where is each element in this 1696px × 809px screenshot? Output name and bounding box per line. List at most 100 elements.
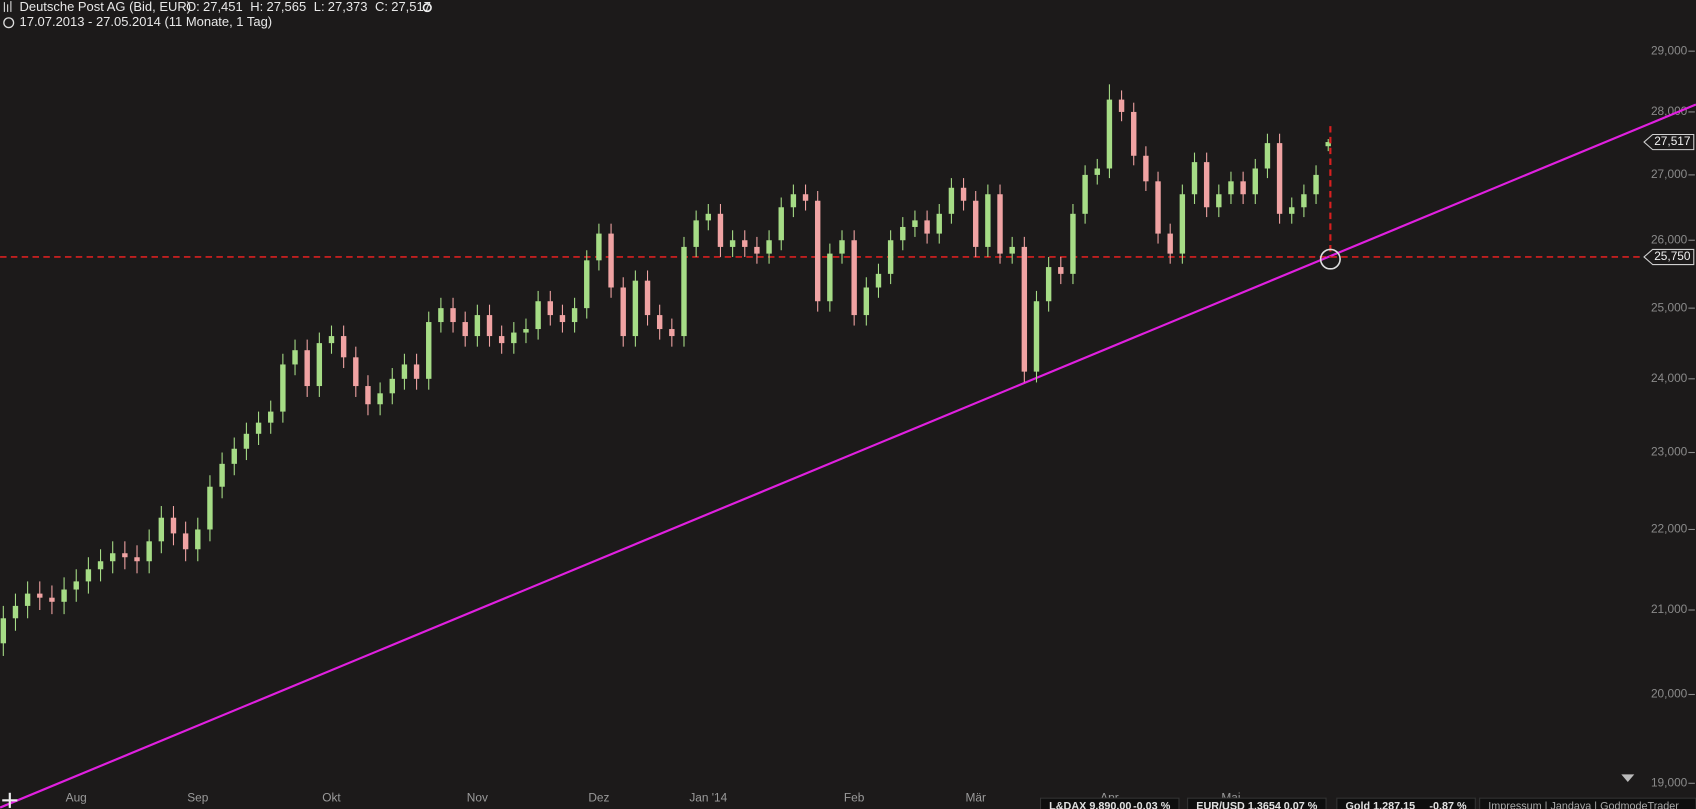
level-handle[interactable]	[1319, 248, 1341, 270]
candle-body	[85, 569, 92, 582]
candle-body	[1252, 168, 1258, 195]
ticker-box	[1187, 797, 1327, 809]
candle-body	[1240, 181, 1246, 195]
candle-body	[1216, 194, 1222, 208]
x-tick-label: Okt	[322, 790, 341, 804]
candle-body	[571, 308, 578, 323]
candle-body	[693, 220, 699, 247]
candle-body	[1094, 168, 1100, 175]
candle-body	[584, 260, 590, 309]
candle-body	[1082, 174, 1088, 214]
crosshair-icon[interactable]	[2, 792, 18, 808]
candle-body	[1167, 233, 1173, 254]
candle-body	[547, 301, 553, 316]
candle-body	[924, 220, 930, 234]
candle-body	[1191, 162, 1198, 195]
candle-body	[717, 213, 724, 247]
y-tick-label: 29,000	[1651, 43, 1688, 57]
candle-body	[620, 287, 626, 337]
candle-body	[511, 332, 517, 344]
candle-body	[49, 597, 55, 602]
footer-links[interactable]: Impressum | Jandaya | GodmodeTrader	[1488, 801, 1679, 809]
y-tick-label: 21,000	[1651, 602, 1688, 616]
candle-body	[863, 287, 870, 316]
candle-body	[1276, 143, 1283, 214]
candle-body	[243, 433, 250, 449]
ticker-box	[1039, 797, 1180, 809]
clock-icon	[3, 17, 15, 29]
y-tick-label: 26,000	[1651, 232, 1688, 246]
candle-body	[353, 357, 359, 387]
candle-body	[900, 226, 906, 241]
candle-body	[1179, 194, 1186, 254]
candle-body	[255, 422, 262, 434]
candle-body	[729, 240, 736, 247]
candle-body	[12, 605, 19, 619]
candle-body	[778, 207, 784, 241]
candle-body	[681, 246, 687, 337]
ohlc-value: 27,451	[203, 0, 243, 14]
candle-body	[280, 364, 286, 412]
candle-body	[195, 529, 201, 550]
candle-body	[219, 463, 225, 487]
candle-body	[328, 336, 335, 344]
y-tick-label: 23,000	[1651, 445, 1688, 459]
candle-body	[1033, 301, 1040, 372]
ohlc-label: H:	[250, 0, 263, 14]
candle-body	[827, 253, 833, 302]
ohlc-value: 27,565	[266, 0, 306, 14]
candle-body	[231, 448, 237, 464]
candle-body	[438, 308, 444, 323]
candle-body	[669, 329, 675, 337]
ohlc-values: O: 27,451 H: 27,565 L: 27,373 C: 27,517	[186, 0, 431, 14]
y-tick-label: 28,000	[1651, 104, 1688, 118]
ticker-bar: L&DAX 9.890,00 -0,03 % EUR/USD 1,3654 0,07 …	[1039, 797, 1696, 809]
candle-body	[936, 213, 942, 234]
candle-body	[474, 315, 481, 337]
last-price-box	[1643, 133, 1695, 151]
candle-body	[912, 220, 918, 227]
x-tick-label: Dez	[588, 790, 609, 804]
candle-body	[839, 240, 845, 254]
candle-body	[268, 411, 274, 423]
scroll-arrow[interactable]	[1621, 774, 1635, 782]
candle-body	[1228, 181, 1234, 195]
candle-body	[110, 553, 116, 562]
candle-body	[1325, 142, 1331, 147]
candle-body	[656, 315, 663, 330]
plot-area: 19,000 20,000 21,000 22,000 23,000 24,000 25,0…	[0, 43, 1696, 809]
candle-body	[158, 517, 165, 542]
candle-body	[1264, 143, 1271, 169]
candle-body	[559, 315, 566, 323]
candle-body	[742, 240, 748, 247]
candle-body	[973, 200, 979, 247]
candle-body	[462, 322, 468, 337]
candle-body	[1045, 267, 1052, 302]
candle-body	[426, 322, 432, 379]
candle-body	[1009, 246, 1015, 254]
candle-body	[146, 541, 152, 562]
candle-body	[450, 308, 456, 323]
x-tick-label: Jan '14	[689, 790, 727, 804]
ticker-box	[1336, 797, 1476, 809]
y-tick-label: 19,000	[1651, 775, 1688, 789]
candle-body	[1301, 194, 1307, 208]
candle-body	[365, 386, 371, 405]
y-tick-label: 27,000	[1651, 167, 1688, 181]
settings-icon[interactable]	[422, 2, 432, 13]
candle-body	[814, 200, 821, 302]
last-price-label: 27,517	[1654, 134, 1690, 148]
candle-body	[304, 350, 310, 387]
ohlc-label: L:	[314, 0, 325, 14]
candle-body	[1131, 111, 1137, 156]
candle-body	[1106, 99, 1113, 169]
date-range: 17.07.2013 - 27.05.2014 (11 Monate, 1 Ta…	[20, 14, 273, 29]
candle-body	[207, 486, 213, 530]
candle-body	[498, 336, 505, 344]
candle-body	[292, 350, 298, 365]
ohlc-label: C:	[375, 0, 388, 14]
ticker-change: -0,03 %	[1133, 801, 1171, 809]
candle-body	[1143, 155, 1149, 182]
candle-body	[413, 364, 420, 379]
